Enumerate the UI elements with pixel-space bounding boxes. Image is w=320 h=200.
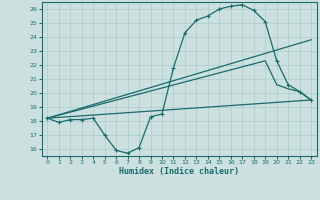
X-axis label: Humidex (Indice chaleur): Humidex (Indice chaleur) <box>119 167 239 176</box>
